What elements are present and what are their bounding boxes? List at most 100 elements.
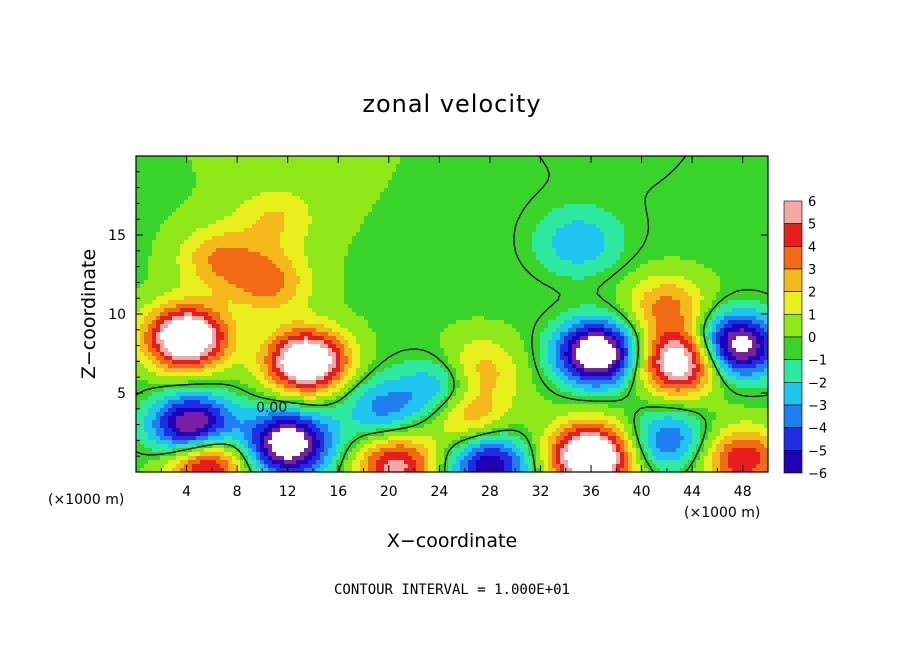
heatmap-cell [296, 180, 301, 185]
heatmap-cell [592, 240, 597, 245]
heatmap-cell [336, 252, 341, 257]
heatmap-cell [340, 200, 345, 205]
heatmap-cell [692, 228, 697, 233]
heatmap-cell [736, 216, 741, 221]
heatmap-cell [192, 264, 197, 269]
heatmap-cell [552, 276, 557, 281]
heatmap-cell [360, 208, 365, 213]
heatmap-cell [484, 176, 489, 181]
heatmap-cell [612, 160, 617, 165]
heatmap-cell [248, 260, 253, 265]
heatmap-cell [160, 196, 165, 201]
heatmap-cell [596, 256, 601, 261]
chart-title: zonal velocity [362, 90, 541, 118]
heatmap-cell [320, 256, 325, 261]
heatmap-cell [220, 224, 225, 229]
heatmap-cell [220, 236, 225, 241]
heatmap-cell [572, 208, 577, 213]
heatmap-cell [156, 244, 161, 249]
heatmap-cell [324, 236, 329, 241]
heatmap-cell [304, 240, 309, 245]
heatmap-cell [684, 224, 689, 229]
heatmap-cell [140, 216, 145, 221]
heatmap-cell [420, 264, 425, 269]
heatmap-cell [240, 184, 245, 189]
heatmap-cell [140, 172, 145, 177]
heatmap-cell [740, 228, 745, 233]
heatmap-cell [560, 168, 565, 173]
heatmap-cell [208, 184, 213, 189]
heatmap-cell [156, 216, 161, 221]
heatmap-cell [156, 200, 161, 205]
heatmap-cell [444, 256, 449, 261]
heatmap-cell [452, 252, 457, 257]
heatmap-cell [704, 232, 709, 237]
heatmap-cell [272, 216, 277, 221]
heatmap-cell [256, 220, 261, 225]
heatmap-cell [432, 248, 437, 253]
heatmap-cell [240, 156, 245, 161]
heatmap-cell [152, 252, 157, 257]
heatmap-cell [320, 280, 325, 285]
heatmap-cell [692, 244, 697, 249]
heatmap-cell [476, 212, 481, 217]
heatmap-cell [616, 232, 621, 237]
heatmap-cell [420, 260, 425, 265]
heatmap-cell [724, 172, 729, 177]
heatmap-cell [208, 188, 213, 193]
heatmap-cell [240, 236, 245, 241]
heatmap-cell [412, 256, 417, 261]
heatmap-cell [324, 276, 329, 281]
heatmap-cell [264, 180, 269, 185]
heatmap-cell [304, 164, 309, 169]
heatmap-cell [664, 168, 669, 173]
heatmap-cell [384, 268, 389, 273]
heatmap-cell [376, 168, 381, 173]
heatmap-cell [712, 244, 717, 249]
heatmap-cell [636, 168, 641, 173]
heatmap-cell [568, 248, 573, 253]
heatmap-cell [252, 216, 257, 221]
heatmap-cell [540, 192, 545, 197]
heatmap-cell [496, 280, 501, 285]
heatmap-cell [264, 232, 269, 237]
heatmap-cell [400, 244, 405, 249]
heatmap-cell [448, 240, 453, 245]
heatmap-cell [216, 216, 221, 221]
heatmap-cell [692, 208, 697, 213]
heatmap-cell [300, 232, 305, 237]
heatmap-cell [748, 200, 753, 205]
heatmap-cell [416, 248, 421, 253]
heatmap-cell [168, 168, 173, 173]
heatmap-cell [200, 168, 205, 173]
heatmap-cell [184, 180, 189, 185]
heatmap-cell [692, 220, 697, 225]
heatmap-cell [756, 188, 761, 193]
heatmap-cell [480, 180, 485, 185]
heatmap-cell [376, 220, 381, 225]
heatmap-cell [192, 204, 197, 209]
heatmap-cell [136, 276, 141, 281]
heatmap-cell [168, 272, 173, 277]
heatmap-cell [440, 240, 445, 245]
heatmap-cell [576, 176, 581, 181]
heatmap-cell [440, 268, 445, 273]
heatmap-cell [340, 224, 345, 229]
heatmap-cell [284, 236, 289, 241]
heatmap-cell [384, 228, 389, 233]
heatmap-cell [396, 196, 401, 201]
heatmap-cell [352, 224, 357, 229]
heatmap-cell [220, 280, 225, 285]
heatmap-cell [496, 252, 501, 257]
heatmap-cell [224, 216, 229, 221]
heatmap-cell [344, 188, 349, 193]
heatmap-cell [564, 204, 569, 209]
heatmap-cell [540, 172, 545, 177]
heatmap-cell [444, 248, 449, 253]
heatmap-cell [256, 248, 261, 253]
heatmap-cell [400, 216, 405, 221]
heatmap-cell [144, 184, 149, 189]
heatmap-cell [752, 200, 757, 205]
heatmap-cell [736, 172, 741, 177]
heatmap-cell [156, 192, 161, 197]
